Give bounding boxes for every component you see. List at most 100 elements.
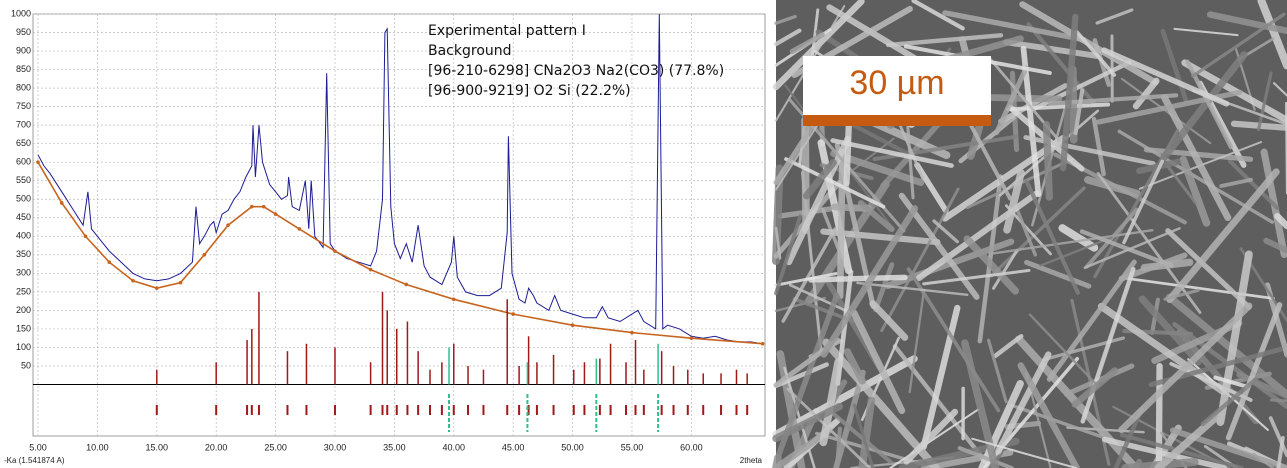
background-point	[226, 223, 230, 227]
crystal	[856, 281, 969, 296]
crystal	[774, 296, 827, 313]
crystal	[906, 267, 1001, 413]
background-point	[261, 204, 266, 209]
crystal	[873, 262, 895, 313]
crystal	[781, 227, 837, 323]
x-tick-label: 5.00	[29, 442, 47, 452]
crystal	[1024, 179, 1080, 295]
crystal	[772, 427, 832, 468]
crystal	[1079, 229, 1174, 268]
crystal	[819, 358, 843, 447]
x-tick-label: 55.00	[621, 442, 644, 452]
x-tick-label: 20.00	[205, 442, 228, 452]
y-tick-label: 300	[16, 268, 31, 278]
scale-bar	[803, 115, 991, 126]
crystal	[920, 304, 961, 450]
crystal	[1269, 398, 1287, 403]
x-tick-label: 30.00	[324, 442, 347, 452]
scale-label: 30 µm	[849, 64, 944, 102]
x-tick-label: 15.00	[146, 442, 169, 452]
x-tick-label: 45.00	[502, 442, 525, 452]
crystal	[911, 0, 965, 31]
crystal	[995, 351, 1052, 455]
crystal	[1005, 102, 1111, 112]
background-point	[107, 260, 112, 265]
crystal	[808, 274, 908, 283]
crystal	[833, 369, 866, 468]
crystal	[1143, 147, 1254, 162]
background-point	[83, 234, 88, 239]
y-tick-label: 800	[16, 82, 31, 92]
crystal	[1091, 116, 1106, 177]
crystal	[1160, 28, 1189, 103]
crystal	[1131, 458, 1143, 468]
crystal	[990, 229, 1154, 255]
crystal	[843, 348, 867, 385]
crystal	[820, 205, 919, 358]
crystal	[1096, 172, 1202, 314]
y-tick-label: 50	[21, 360, 31, 370]
crystal	[774, 14, 797, 25]
background-point	[368, 267, 373, 272]
crystal	[989, 186, 1086, 278]
crystal	[903, 408, 959, 465]
y-tick-label: 1000	[11, 8, 31, 18]
crystal	[1042, 121, 1053, 201]
x-tick-label: 50.00	[561, 442, 584, 452]
crystal	[1268, 416, 1287, 458]
y-tick-label: 700	[16, 120, 31, 130]
y-tick-label: 150	[16, 323, 31, 333]
crystal	[992, 249, 1019, 290]
crystal	[942, 10, 1087, 43]
crystal	[1039, 236, 1113, 267]
background-point	[297, 227, 302, 231]
series-line	[37, 161, 763, 345]
x-tick-label: 35.00	[383, 442, 406, 452]
crystal	[783, 366, 816, 468]
y-tick-label: 200	[16, 305, 31, 315]
crystal	[773, 362, 829, 389]
crystal	[914, 162, 949, 214]
x-tick-label: 25.00	[264, 442, 287, 452]
crystal	[1219, 177, 1253, 188]
crystal	[1080, 266, 1136, 424]
crystal	[998, 83, 1069, 124]
crystal	[1272, 82, 1287, 97]
crystal	[908, 288, 926, 394]
crystal	[1191, 12, 1286, 78]
crystal	[1163, 288, 1200, 301]
crystal	[1003, 169, 1025, 234]
x-tick-label: 40.00	[443, 442, 466, 452]
y-tick-label: 550	[16, 175, 31, 185]
scale-box	[803, 56, 991, 118]
background-point	[59, 201, 64, 205]
crystal	[1028, 313, 1099, 388]
background-point	[630, 330, 634, 335]
crystal	[932, 219, 960, 244]
crystal	[1173, 27, 1239, 37]
crystal	[1024, 259, 1092, 289]
crystal	[1166, 168, 1280, 304]
crystal	[772, 402, 843, 443]
crystal	[1083, 227, 1181, 270]
crystal	[1075, 30, 1117, 77]
legend-entry: [96-210-6298] CNa2O3 Na2(CO3) (77.8%)	[428, 63, 724, 79]
background-point	[178, 280, 183, 285]
background-point	[273, 212, 278, 216]
crystal	[774, 272, 838, 287]
crystal	[772, 355, 918, 438]
crystal	[1118, 302, 1253, 434]
crystal	[941, 135, 1067, 222]
wavelength-label: -Ka (1.541874 A)	[4, 456, 65, 465]
crystal	[785, 135, 851, 266]
crystal	[993, 334, 1024, 359]
crystal	[1122, 159, 1164, 245]
y-tick-label: 500	[16, 194, 31, 204]
crystal	[1120, 77, 1212, 145]
legend-entry: Background	[428, 43, 512, 59]
crystal	[1071, 367, 1119, 408]
series-line	[37, 13, 763, 345]
crystal	[1154, 409, 1224, 468]
y-tick-label: 950	[16, 27, 31, 37]
